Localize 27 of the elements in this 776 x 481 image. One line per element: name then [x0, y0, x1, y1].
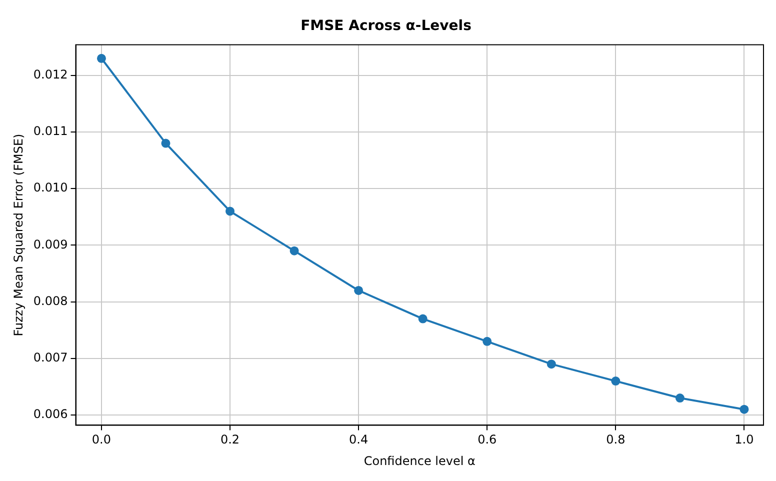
point: [546, 360, 556, 369]
point: [740, 404, 749, 414]
x-tick-label: 0.0: [92, 432, 112, 447]
y-tick-label: 0.011: [33, 124, 68, 138]
point: [675, 394, 684, 403]
point: [418, 314, 428, 324]
point: [290, 246, 299, 256]
x-tick-label: 0.4: [349, 432, 368, 447]
y-tick-label: 0.008: [33, 294, 68, 308]
y-tick-label: 0.006: [33, 407, 68, 422]
y-tick-label: 0.012: [33, 67, 68, 82]
point: [226, 206, 235, 216]
x-tick-label: 0.6: [478, 432, 497, 447]
point: [96, 54, 106, 63]
point: [354, 286, 364, 295]
y-tick-label: 0.010: [33, 180, 68, 195]
x-tick-label: 1.0: [734, 432, 754, 447]
x-axis-title: Confidence level α: [364, 454, 476, 468]
chart-title: FMSE Across α-Levels: [300, 18, 472, 34]
point: [161, 138, 170, 148]
point: [482, 336, 492, 346]
y-tick-label: 0.007: [33, 350, 68, 365]
y-axis-title: Fuzzy Mean Squared Error (FMSE): [11, 134, 26, 336]
point: [611, 376, 620, 386]
x-tick-label: 0.2: [220, 432, 240, 447]
x-tick-label: 0.8: [606, 432, 626, 447]
y-tick-label: 0.009: [33, 237, 68, 252]
